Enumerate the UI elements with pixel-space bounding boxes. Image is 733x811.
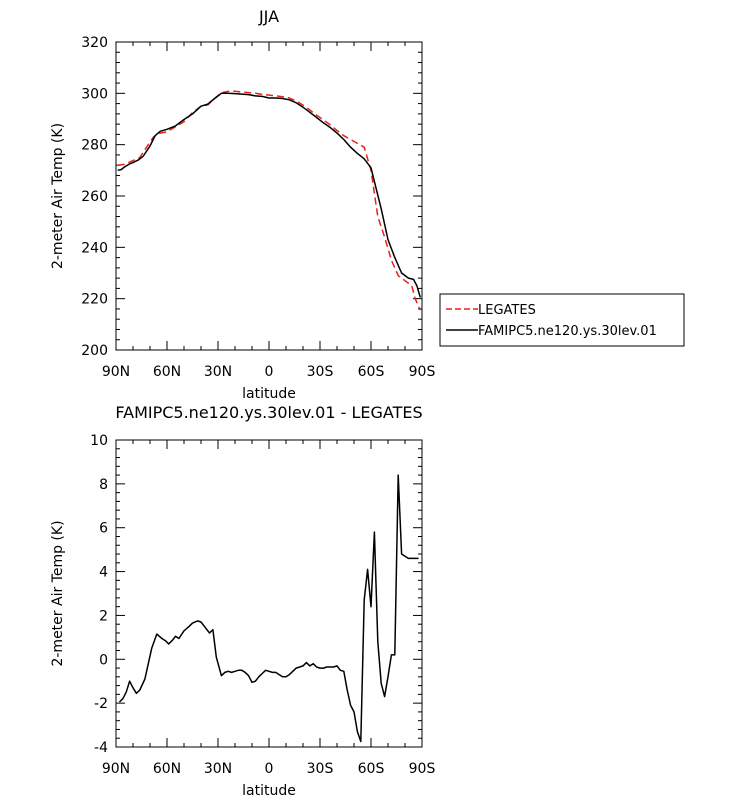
x-tick-label: 30N bbox=[204, 761, 232, 777]
x-tick-label: 90N bbox=[102, 761, 130, 777]
x-tick-label: 60S bbox=[358, 761, 385, 777]
y-tick-label: 320 bbox=[81, 35, 108, 51]
y-axis-label: 2-meter Air Temp (K) bbox=[50, 520, 66, 666]
series-line-2 bbox=[117, 92, 422, 298]
y-tick-label: -2 bbox=[94, 696, 108, 712]
y-tick-label: 4 bbox=[99, 565, 108, 581]
y-tick-label: 260 bbox=[81, 189, 108, 205]
x-tick-label: 30S bbox=[307, 364, 334, 380]
y-tick-label: 280 bbox=[81, 138, 108, 154]
legend-box bbox=[439, 293, 685, 347]
difference-chart: 90N 60N 30N 0 30S 60S 90S -4 -2 0 2 4 6 8 10 FAMIPC5.ne… bbox=[50, 403, 435, 799]
y-tick-label: 8 bbox=[99, 477, 108, 493]
x-axis-label: latitude bbox=[242, 386, 296, 402]
series-line-1 bbox=[117, 90, 421, 311]
y-tick-label: 2 bbox=[99, 608, 108, 624]
x-tick-label: 90S bbox=[409, 364, 436, 380]
x-tick-label: 90S bbox=[409, 761, 436, 777]
y-tick-label: 10 bbox=[90, 433, 108, 449]
y-tick-label: -4 bbox=[94, 740, 108, 756]
plot-frame bbox=[115, 41, 423, 351]
x-tick-label: 90N bbox=[102, 364, 130, 380]
legend-label: FAMIPC5.ne120.ys.30lev.01 bbox=[478, 324, 657, 339]
x-tick-label: 0 bbox=[265, 761, 274, 777]
x-tick-label: 0 bbox=[265, 364, 274, 380]
chart-title: FAMIPC5.ne120.ys.30lev.01 - LEGATES bbox=[115, 403, 422, 422]
legend-label: LEGATES bbox=[478, 303, 536, 318]
x-axis-label: latitude bbox=[242, 783, 296, 799]
y-tick-label: 240 bbox=[81, 240, 108, 256]
x-tick-label: 60N bbox=[153, 364, 181, 380]
x-tick-label: 60S bbox=[358, 364, 385, 380]
top-chart: 90N 60N 30N 0 30S 60S 90S 200 220 240 260 280 300 320… bbox=[50, 7, 685, 402]
y-tick-label: 300 bbox=[81, 86, 108, 102]
y-tick-label: 200 bbox=[81, 343, 108, 359]
x-tick-label: 30N bbox=[204, 364, 232, 380]
y-tick-label: 6 bbox=[99, 521, 108, 537]
y-axis-label: 2-meter Air Temp (K) bbox=[50, 123, 66, 269]
series-line-1 bbox=[118, 474, 419, 743]
y-tick-label: 0 bbox=[99, 652, 108, 668]
y-tick-label: 220 bbox=[81, 292, 108, 308]
x-tick-label: 30S bbox=[307, 761, 334, 777]
chart-title: JJA bbox=[258, 7, 279, 26]
x-tick-label: 60N bbox=[153, 761, 181, 777]
